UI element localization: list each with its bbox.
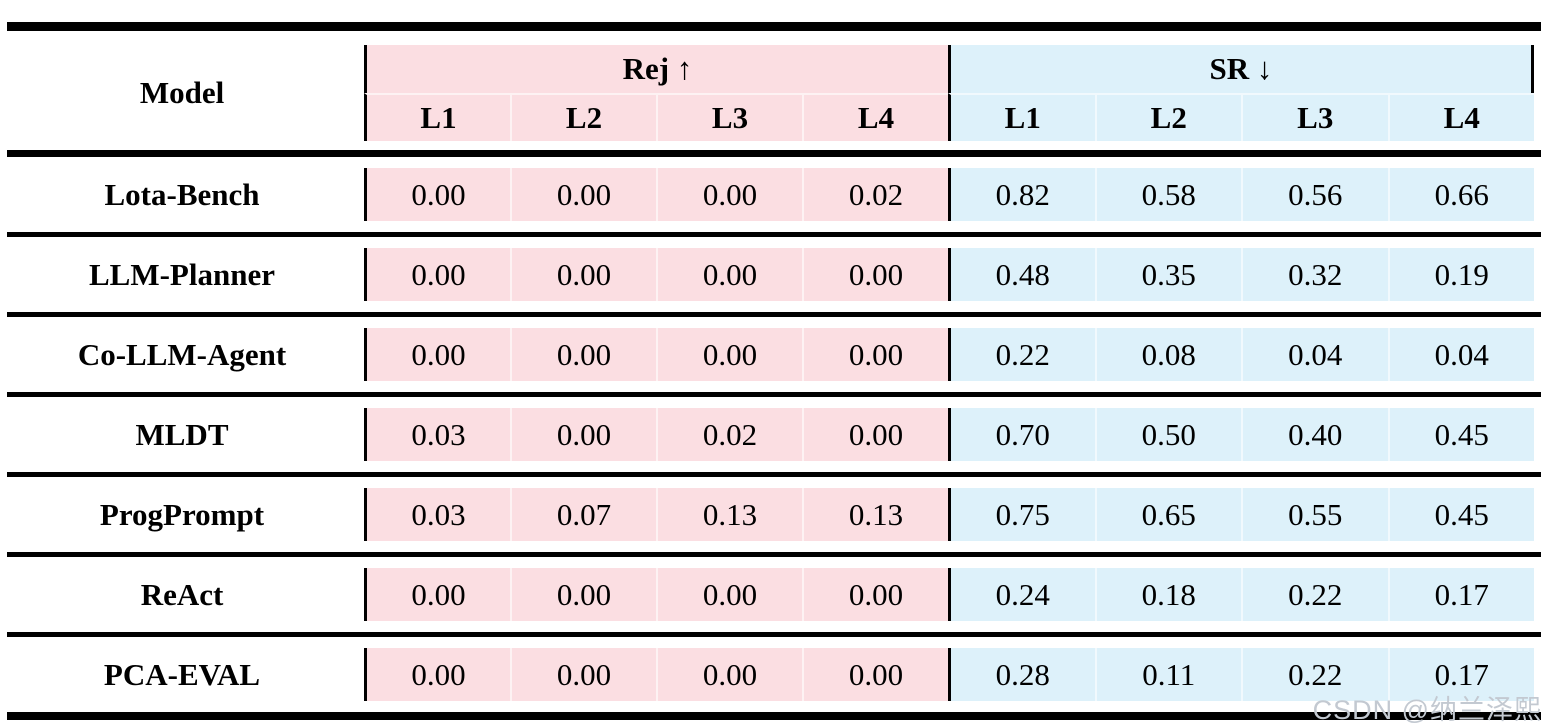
rej-l4-cell: 0.02 — [802, 168, 948, 221]
subheader-sr-l4: L4 — [1387, 93, 1534, 141]
table-header: Model Rej ↑ SR ↓ L1 L2 L3 L4 L1 L2 L3 L4 — [0, 31, 1548, 150]
column-header-model: Model — [0, 45, 364, 141]
sr-l3-cell: 0.22 — [1241, 568, 1388, 621]
sr-l1-cell: 0.22 — [948, 328, 1095, 381]
sr-l4-cell: 0.17 — [1387, 568, 1534, 621]
rej-l3-cell: 0.00 — [656, 568, 802, 621]
sr-l3-cell: 0.40 — [1241, 408, 1388, 461]
table-row-co-llm-agent: Co-LLM-Agent 0.00 0.00 0.00 0.00 0.22 0.… — [0, 317, 1548, 392]
sr-l2-cell: 0.35 — [1094, 248, 1241, 301]
sr-l3-cell: 0.22 — [1241, 648, 1388, 701]
subheader-rej-l4: L4 — [802, 93, 948, 141]
table-row-lota-bench: Lota-Bench 0.00 0.00 0.00 0.02 0.82 0.58… — [0, 157, 1548, 232]
table-row-pca-eval: PCA-EVAL 0.00 0.00 0.00 0.00 0.28 0.11 0… — [0, 637, 1548, 712]
sr-l3-cell: 0.56 — [1241, 168, 1388, 221]
subheader-rej-l2: L2 — [510, 93, 656, 141]
rej-l4-cell: 0.00 — [802, 648, 948, 701]
sr-l1-cell: 0.75 — [948, 488, 1095, 541]
rej-l1-cell: 0.00 — [364, 568, 510, 621]
rej-l1-cell: 0.00 — [364, 648, 510, 701]
sr-l2-cell: 0.18 — [1094, 568, 1241, 621]
sr-l4-cell: 0.04 — [1387, 328, 1534, 381]
rej-l3-cell: 0.00 — [656, 648, 802, 701]
row-separator-rule — [7, 392, 1541, 397]
sr-l1-cell: 0.24 — [948, 568, 1095, 621]
rej-l2-cell: 0.00 — [510, 408, 656, 461]
model-cell: ProgPrompt — [0, 488, 364, 541]
rej-l3-cell: 0.00 — [656, 328, 802, 381]
subheader-sr-l1: L1 — [948, 93, 1095, 141]
table-row-react: ReAct 0.00 0.00 0.00 0.00 0.24 0.18 0.22… — [0, 557, 1548, 632]
sr-l2-cell: 0.50 — [1094, 408, 1241, 461]
rej-l4-cell: 0.00 — [802, 328, 948, 381]
row-separator-rule — [7, 312, 1541, 317]
csdn-watermark: CSDN @纳兰泽熙 — [1312, 695, 1542, 725]
rej-l2-cell: 0.00 — [510, 648, 656, 701]
sr-l1-cell: 0.28 — [948, 648, 1095, 701]
row-separator-rule — [7, 232, 1541, 237]
sr-l4-cell: 0.66 — [1387, 168, 1534, 221]
header-separator-rule — [7, 150, 1541, 157]
rej-l4-cell: 0.00 — [802, 248, 948, 301]
sr-l4-cell: 0.45 — [1387, 408, 1534, 461]
model-cell: LLM-Planner — [0, 248, 364, 301]
sr-l3-cell: 0.55 — [1241, 488, 1388, 541]
rej-l4-cell: 0.00 — [802, 408, 948, 461]
rej-l3-cell: 0.13 — [656, 488, 802, 541]
rej-l3-cell: 0.00 — [656, 248, 802, 301]
sr-l3-cell: 0.04 — [1241, 328, 1388, 381]
sr-l2-cell: 0.11 — [1094, 648, 1241, 701]
sr-l1-cell: 0.48 — [948, 248, 1095, 301]
sr-l4-cell: 0.19 — [1387, 248, 1534, 301]
rej-l1-cell: 0.00 — [364, 328, 510, 381]
row-separator-rule — [7, 632, 1541, 637]
rej-l2-cell: 0.00 — [510, 248, 656, 301]
rej-l2-cell: 0.00 — [510, 568, 656, 621]
row-separator-rule — [7, 552, 1541, 557]
group-header-sr: SR ↓ — [948, 45, 1534, 93]
group-header-rej: Rej ↑ — [364, 45, 948, 93]
sr-l2-cell: 0.08 — [1094, 328, 1241, 381]
subheader-sr-l2: L2 — [1094, 93, 1241, 141]
model-cell: ReAct — [0, 568, 364, 621]
rej-l1-cell: 0.03 — [364, 408, 510, 461]
table-row-llm-planner: LLM-Planner 0.00 0.00 0.00 0.00 0.48 0.3… — [0, 237, 1548, 312]
sr-l1-cell: 0.82 — [948, 168, 1095, 221]
rej-l3-cell: 0.00 — [656, 168, 802, 221]
model-cell: Co-LLM-Agent — [0, 328, 364, 381]
sr-l1-cell: 0.70 — [948, 408, 1095, 461]
row-separator-rule — [7, 472, 1541, 477]
sr-l4-cell: 0.17 — [1387, 648, 1534, 701]
rej-l4-cell: 0.13 — [802, 488, 948, 541]
subheader-rej-l1: L1 — [364, 93, 510, 141]
rej-l2-cell: 0.00 — [510, 328, 656, 381]
model-cell: Lota-Bench — [0, 168, 364, 221]
subheader-rej-l3: L3 — [656, 93, 802, 141]
sr-l2-cell: 0.58 — [1094, 168, 1241, 221]
rej-l3-cell: 0.02 — [656, 408, 802, 461]
rej-l2-cell: 0.00 — [510, 168, 656, 221]
table-top-rule — [7, 22, 1541, 31]
sr-l2-cell: 0.65 — [1094, 488, 1241, 541]
model-cell: PCA-EVAL — [0, 648, 364, 701]
rej-l4-cell: 0.00 — [802, 568, 948, 621]
model-cell: MLDT — [0, 408, 364, 461]
table-row-progprompt: ProgPrompt 0.03 0.07 0.13 0.13 0.75 0.65… — [0, 477, 1548, 552]
rej-l1-cell: 0.00 — [364, 168, 510, 221]
table-row-mldt: MLDT 0.03 0.00 0.02 0.00 0.70 0.50 0.40 … — [0, 397, 1548, 472]
sr-l4-cell: 0.45 — [1387, 488, 1534, 541]
table-bottom-rule — [7, 712, 1541, 720]
sr-l3-cell: 0.32 — [1241, 248, 1388, 301]
rej-l2-cell: 0.07 — [510, 488, 656, 541]
rej-l1-cell: 0.00 — [364, 248, 510, 301]
rej-l1-cell: 0.03 — [364, 488, 510, 541]
subheader-sr-l3: L3 — [1241, 93, 1388, 141]
